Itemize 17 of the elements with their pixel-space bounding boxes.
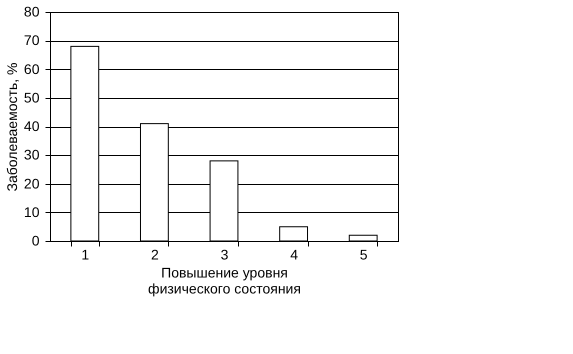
y-tick-label: 10 [24,204,40,220]
x-tick-label: 5 [360,246,368,262]
x-axis-title: Повышение уровня физического состояния [148,264,301,296]
y-tick-label: 40 [24,118,40,134]
x-tick-label: 4 [290,246,298,262]
x-tick-label: 1 [81,246,90,262]
y-tick-label: 60 [24,60,40,77]
y-tick-label: 50 [24,89,40,106]
y-tick-label: 30 [24,146,40,163]
y-tick-label: 0 [32,232,40,248]
y-axis-title: Заболеваемость, % [4,62,20,192]
x-tick-label: 3 [220,246,229,262]
y-tick-label: 20 [24,175,40,192]
bar [279,226,308,242]
x-tick-label: 2 [151,246,159,262]
y-tick-label: 70 [24,32,40,48]
y-tick-label: 80 [24,4,40,20]
